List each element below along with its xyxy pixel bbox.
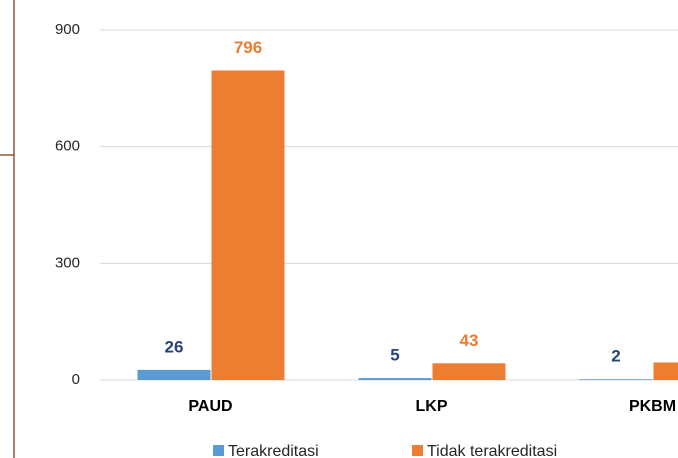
bar bbox=[432, 363, 506, 380]
bar bbox=[137, 369, 211, 380]
x-tick-label: LKP bbox=[416, 398, 448, 415]
bar bbox=[358, 378, 432, 380]
y-tick-label: 900 bbox=[55, 21, 80, 38]
data-label: 796 bbox=[234, 38, 262, 57]
data-label: 26 bbox=[165, 337, 184, 356]
y-tick-label: 300 bbox=[55, 254, 80, 271]
x-tick-label: PKBM bbox=[629, 398, 676, 415]
data-label: 43 bbox=[460, 331, 479, 350]
legend-label: Tidak terakreditasi bbox=[427, 443, 557, 458]
data-label: 2 bbox=[611, 347, 620, 366]
bar bbox=[579, 379, 653, 380]
legend-label: Terakreditasi bbox=[228, 443, 319, 458]
bar bbox=[653, 362, 678, 380]
y-tick-label: 600 bbox=[55, 138, 80, 155]
x-tick-label: PAUD bbox=[188, 398, 232, 415]
legend-swatch bbox=[213, 445, 224, 456]
data-label: 5 bbox=[390, 346, 399, 365]
bar bbox=[211, 70, 285, 380]
y-tick-label: 0 bbox=[72, 371, 80, 388]
legend-swatch bbox=[412, 445, 423, 456]
